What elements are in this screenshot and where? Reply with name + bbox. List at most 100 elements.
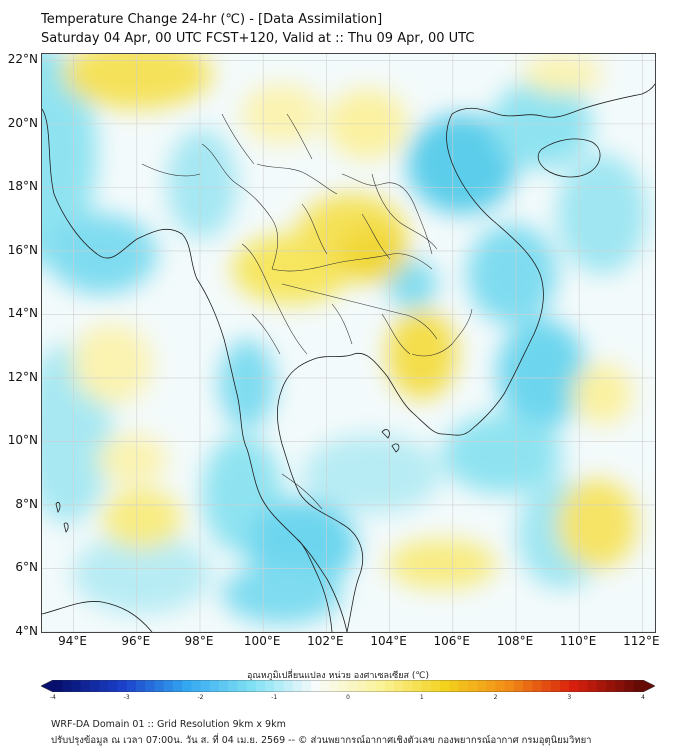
latitude-label: 4°N [15, 624, 38, 638]
colorbar-cell [550, 680, 561, 692]
colorbar-min-extend [41, 680, 53, 692]
latitude-label: 10°N [7, 433, 38, 448]
temperature-change-map [42, 54, 655, 632]
colorbar-cell [458, 680, 469, 692]
colorbar-cell [421, 680, 432, 692]
colorbar-cell [108, 680, 119, 692]
colorbar-cell [172, 680, 183, 692]
colorbar-cell [135, 680, 146, 692]
colorbar-tick-label: -3 [123, 694, 130, 701]
colorbar-cell [357, 680, 368, 692]
colorbar-max-extend [643, 680, 655, 692]
longitude-label: 94°E [58, 634, 88, 648]
colorbar-cell [366, 680, 377, 692]
longitude-label: 96°E [121, 634, 151, 648]
latitude-label: 20°N [7, 115, 38, 130]
colorbar-cell [513, 680, 524, 692]
colorbar-cell [255, 680, 266, 692]
colorbar-cell [237, 680, 248, 692]
latitude-label: 14°N [7, 306, 38, 321]
colorbar [41, 680, 655, 692]
colorbar-cell [430, 680, 441, 692]
colorbar-cell [486, 680, 497, 692]
colorbar-cell [218, 680, 229, 692]
colorbar-cell [292, 680, 303, 692]
colorbar-cell [615, 680, 626, 692]
longitude-label: 104°E [370, 634, 407, 648]
longitude-label: 100°E [243, 634, 281, 648]
colorbar-tick-label: -4 [50, 694, 56, 701]
admin-boundaries [141, 113, 473, 510]
chart-title: Temperature Change 24-hr (℃) - [Data Ass… [41, 12, 383, 27]
colorbar-cell [633, 680, 644, 692]
colorbar-cell [532, 680, 543, 692]
colorbar-cell [375, 680, 386, 692]
colorbar-tick-label: -1 [271, 694, 278, 701]
graticule [42, 54, 655, 632]
colorbar-tick-label: 0 [346, 694, 350, 701]
colorbar-cell [523, 680, 533, 692]
colorbar-cell [329, 680, 340, 692]
colorbar-cell [596, 680, 607, 692]
footer-model-info: WRF-DA Domain 01 :: Grid Resolution 9km … [51, 719, 286, 730]
colorbar-cell [99, 680, 109, 692]
colorbar-cell [89, 680, 100, 692]
latitude-label: 6°N [15, 560, 38, 575]
colorbar-cell [440, 680, 451, 692]
colorbar-cell [477, 680, 487, 692]
colorbar-cell [587, 680, 598, 692]
colorbar-cell [449, 680, 460, 692]
map-frame [41, 53, 656, 633]
colorbar-cell [163, 680, 174, 692]
colorbar-cell [320, 680, 331, 692]
colorbar-cell [504, 680, 515, 692]
colorbar-cell [384, 680, 395, 692]
colorbar-cell [71, 680, 82, 692]
colorbar-cell [569, 680, 580, 692]
colorbar-cell [274, 680, 285, 692]
longitude-label: 102°E [307, 634, 344, 648]
longitude-label: 106°E [433, 634, 471, 648]
temperature-field [42, 54, 647, 624]
colorbar-cell [62, 680, 73, 692]
colorbar-cell [265, 680, 275, 692]
colorbar-cell [541, 680, 552, 692]
chart-subtitle: Saturday 04 Apr, 00 UTC FCST+120, Valid … [41, 31, 475, 46]
colorbar-cell [578, 680, 589, 692]
longitude-label: 112°E [623, 634, 660, 648]
colorbar-title: อุณหภูมิเปลี่ยนแปลง หน่วย องศาเซลเซียส (… [246, 671, 430, 681]
longitude-label: 108°E [496, 634, 534, 648]
colorbar-tick-label: 3 [567, 694, 572, 701]
latitude-label: 22°N [7, 52, 38, 67]
colorbar-cell [154, 680, 165, 692]
colorbar-cell [228, 680, 238, 692]
colorbar-cell [246, 680, 257, 692]
colorbar-cell [403, 680, 414, 692]
colorbar-cell [348, 680, 358, 692]
colorbar-cell [338, 680, 349, 692]
latitude-label: 18°N [7, 179, 38, 194]
colorbar-cell [495, 680, 506, 692]
footer-update-info: ปรับปรุงข้อมูล ณ เวลา 07:00น. วัน ส. ที่… [51, 735, 592, 746]
colorbar-cell [200, 680, 211, 692]
colorbar-cell [467, 680, 478, 692]
colorbar-cell [412, 680, 423, 692]
colorbar-cell [182, 680, 192, 692]
colorbar-cell [126, 680, 137, 692]
colorbar-cell [53, 680, 63, 692]
colorbar-cell [301, 680, 312, 692]
longitude-label: 98°E [184, 634, 214, 648]
colorbar-cell [311, 680, 321, 692]
colorbar-tick-label: -2 [197, 694, 204, 701]
colorbar-tick-label: 1 [419, 694, 424, 701]
colorbar-cell [624, 680, 635, 692]
colorbar-tick-label: 4 [641, 694, 645, 701]
colorbar-cell [560, 680, 570, 692]
longitude-label: 110°E [559, 634, 597, 648]
colorbar-cell [117, 680, 128, 692]
colorbar-tick-label: 2 [493, 694, 498, 701]
colorbar-cell [80, 680, 91, 692]
colorbar-cell [394, 680, 404, 692]
colorbar-cell [283, 680, 294, 692]
latitude-label: 8°N [15, 496, 38, 511]
